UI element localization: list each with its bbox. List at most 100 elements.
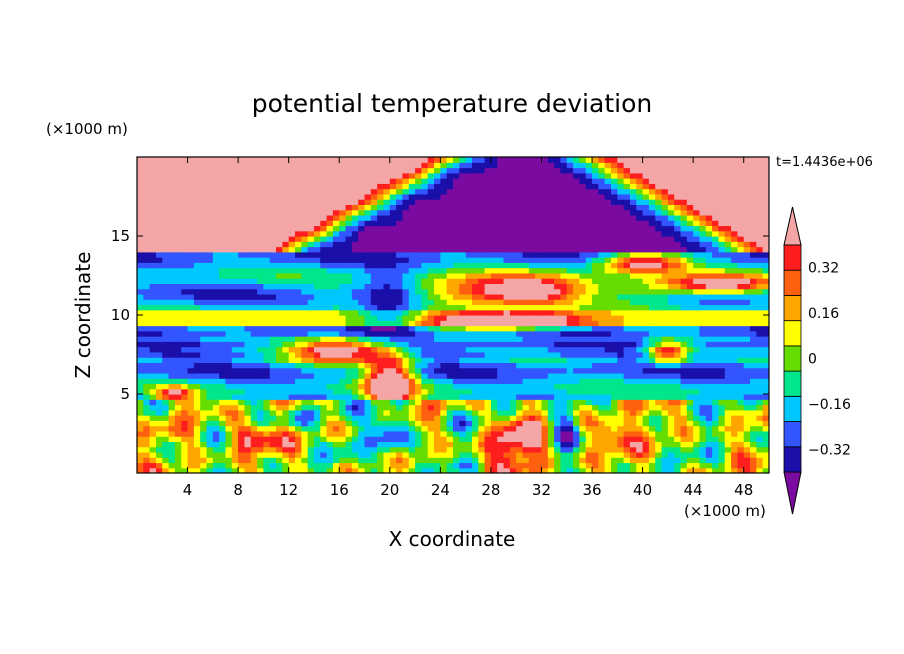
- field-cell: [307, 467, 315, 473]
- field-cell: [478, 204, 486, 211]
- field-cell: [282, 183, 290, 190]
- field-cell: [459, 425, 467, 432]
- field-cell: [269, 262, 277, 269]
- field-cell: [389, 299, 397, 306]
- field-cell: [168, 172, 176, 179]
- field-cell: [598, 399, 606, 406]
- field-cell: [307, 341, 315, 348]
- field-cell: [503, 257, 511, 263]
- field-cell: [648, 346, 656, 353]
- field-cell: [269, 288, 277, 295]
- field-cell: [585, 283, 593, 290]
- field-cell: [509, 320, 517, 327]
- field-cell: [313, 214, 321, 221]
- field-cell: [149, 320, 157, 327]
- field-cell: [370, 278, 378, 284]
- field-cell: [579, 378, 587, 385]
- field-cell: [402, 404, 410, 411]
- field-cell: [579, 257, 587, 263]
- field-cell: [187, 341, 195, 348]
- field-cell: [250, 257, 258, 263]
- field-cell: [541, 267, 549, 274]
- field-cell: [509, 293, 517, 300]
- field-cell: [193, 341, 201, 348]
- field-cell: [585, 462, 593, 469]
- field-cell: [301, 283, 309, 290]
- field-cell: [592, 430, 599, 437]
- field-cell: [497, 199, 505, 205]
- field-cell: [503, 430, 511, 437]
- field-cell: [604, 341, 612, 348]
- field-cell: [446, 304, 454, 311]
- field-cell: [358, 404, 366, 411]
- field-cell: [440, 415, 448, 421]
- field-cell: [516, 457, 524, 464]
- field-cell: [307, 157, 315, 163]
- field-cell: [497, 214, 505, 221]
- field-cell: [585, 272, 593, 279]
- field-cell: [225, 409, 233, 416]
- field-cell: [276, 383, 283, 390]
- field-cell: [377, 330, 385, 337]
- field-cell: [219, 399, 227, 406]
- field-cell: [421, 204, 429, 211]
- field-cell: [611, 346, 618, 353]
- field-cell: [269, 272, 277, 279]
- field-cell: [617, 172, 625, 179]
- field-cell: [535, 404, 543, 411]
- field-cell: [301, 320, 309, 327]
- field-cell: [503, 283, 511, 290]
- field-cell: [629, 272, 637, 279]
- field-cell: [364, 288, 372, 295]
- field-cell: [415, 236, 422, 242]
- field-cell: [585, 188, 593, 195]
- field-cell: [269, 157, 277, 163]
- field-cell: [434, 330, 441, 337]
- field-cell: [516, 183, 524, 190]
- field-cell: [484, 167, 492, 174]
- field-cell: [636, 288, 644, 295]
- field-cell: [288, 420, 296, 427]
- field-cell: [573, 441, 580, 448]
- field-cell: [193, 188, 201, 195]
- field-cell: [219, 293, 227, 300]
- field-cell: [345, 236, 353, 242]
- field-cell: [326, 267, 334, 274]
- field-cell: [206, 293, 214, 300]
- field-cell: [301, 193, 309, 200]
- field-cell: [490, 330, 498, 337]
- field-cell: [389, 341, 397, 348]
- field-cell: [440, 304, 448, 311]
- field-cell: [206, 214, 214, 221]
- field-cell: [351, 241, 359, 248]
- field-cell: [478, 230, 486, 237]
- field-cell: [295, 225, 302, 232]
- field-cell: [219, 209, 227, 216]
- field-cell: [579, 309, 587, 316]
- field-cell: [295, 367, 302, 374]
- field-cell: [301, 425, 309, 432]
- field-cell: [168, 446, 176, 453]
- field-cell: [528, 178, 536, 184]
- field-cell: [193, 378, 201, 385]
- field-cell: [459, 193, 467, 200]
- field-cell: [648, 436, 656, 442]
- field-cell: [408, 415, 416, 421]
- field-cell: [446, 394, 454, 400]
- field-cell: [320, 346, 328, 353]
- field-cell: [611, 230, 618, 237]
- field-cell: [629, 330, 637, 337]
- field-cell: [193, 262, 201, 269]
- field-cell: [471, 378, 479, 385]
- field-cell: [648, 351, 656, 358]
- field-cell: [648, 288, 656, 295]
- field-cell: [623, 293, 631, 300]
- field-cell: [611, 415, 618, 421]
- field-cell: [206, 357, 214, 363]
- field-cell: [168, 415, 176, 421]
- field-cell: [295, 383, 302, 390]
- field-cell: [181, 315, 189, 321]
- field-cell: [465, 236, 473, 242]
- field-cell: [200, 299, 208, 306]
- field-cell: [307, 409, 315, 416]
